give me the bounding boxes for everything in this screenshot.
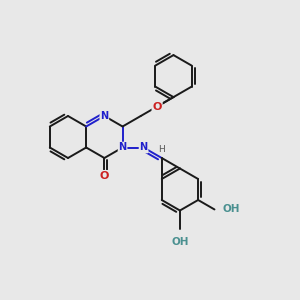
Text: O: O	[100, 171, 109, 181]
Text: N: N	[100, 111, 108, 121]
Text: H: H	[158, 145, 165, 154]
Text: OH: OH	[223, 205, 240, 214]
Text: N: N	[140, 142, 148, 152]
Text: O: O	[152, 101, 162, 112]
Text: N: N	[118, 142, 127, 152]
Text: OH: OH	[171, 237, 189, 248]
